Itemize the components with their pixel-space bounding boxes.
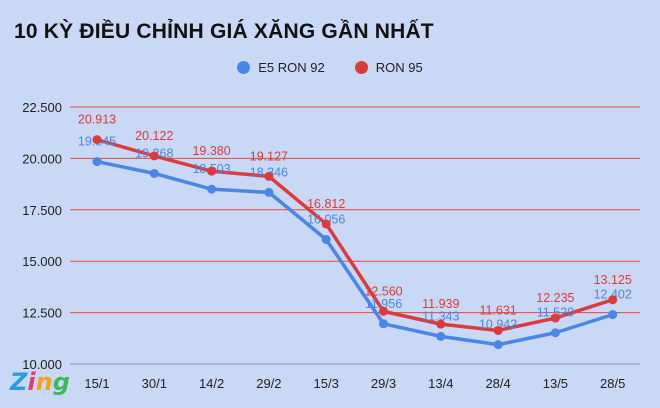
legend-item-ron95: RON 95 [354,60,423,75]
series-1-label-3: 19.127 [250,149,288,163]
series-1-label-6: 11.939 [422,297,459,311]
series-1-label-1: 20.122 [135,129,173,143]
y-tick-label-5: 22.500 [22,100,62,115]
logo-letter-g: g [52,368,70,396]
legend-dot-e5 [237,61,251,74]
y-tick-label-1: 12.500 [22,306,62,321]
series-line-0 [96,159,614,347]
legend-item-e5: E5 RON 92 [237,60,325,75]
series-1-label-0: 20.913 [78,113,116,127]
series-0-point-7 [493,340,503,350]
series-1-point-9 [608,295,618,305]
logo-letter-n: n [35,368,53,396]
legend-label-e5: E5 RON 92 [258,60,325,75]
series-0-label-8: 11.520 [537,306,574,320]
series-1-point-2 [207,166,217,176]
zing-logo: Zing [10,368,70,396]
x-tick-label-5: 29/3 [371,376,396,391]
x-tick-label-4: 15/3 [314,376,339,391]
x-tick-label-7: 28/4 [485,376,510,391]
series-1-label-2: 19.380 [192,144,230,158]
series-1-point-1 [149,151,159,161]
series-0-label-5: 11.956 [365,297,402,311]
series-0-point-4 [321,234,331,244]
y-tick-label-2: 15.000 [22,254,62,269]
legend: E5 RON 92 RON 95 [0,60,660,75]
series-0-label-6: 11.343 [422,309,459,323]
x-tick-label-6: 13/4 [428,376,453,391]
logo-letter-z: Z [10,368,28,396]
series-1-point-6 [436,319,446,329]
legend-label-ron95: RON 95 [375,60,423,75]
series-0-point-0 [92,157,102,167]
x-tick-label-1: 30/1 [142,376,167,391]
y-tick-label-3: 17.500 [22,203,62,218]
x-tick-label-3: 29/2 [256,376,281,391]
chart-title: 10 KỲ ĐIỀU CHỈNH GIÁ XĂNG GẦN NHẤT [14,20,434,43]
series-0-point-2 [207,184,217,194]
series-1-label-5: 12.560 [364,284,402,298]
x-tick-label-0: 15/1 [84,376,109,391]
series-0-point-6 [436,331,446,341]
series-0-label-7: 10.942 [479,318,517,332]
series-0-label-9: 12.402 [594,288,632,302]
logo-letter-i: i [27,368,36,396]
series-1-point-8 [550,313,560,323]
x-tick-label-2: 14/2 [199,376,224,391]
series-line-1 [96,137,614,333]
series-1-label-7: 11.631 [479,303,516,317]
series-0-point-8 [550,328,560,338]
series-0-point-9 [608,310,618,320]
x-tick-label-8: 13/5 [543,376,568,391]
series-1-label-9: 13.125 [594,273,632,287]
series-1-point-3 [264,171,274,181]
y-tick-label-0: 10.000 [22,357,62,372]
series-1-point-4 [321,219,331,229]
series-0-point-1 [149,168,159,178]
series-1-label-8: 12.235 [536,291,574,305]
x-tick-label-9: 28/5 [600,376,625,391]
series-1-point-0 [92,135,102,145]
y-tick-label-4: 20.000 [22,151,62,166]
series-1-point-5 [379,306,388,316]
series-1-label-4: 16.812 [307,197,345,211]
series-1-point-7 [493,325,503,335]
series-0-point-3 [264,187,274,197]
legend-dot-ron95 [354,61,368,74]
series-0-point-5 [379,319,388,329]
